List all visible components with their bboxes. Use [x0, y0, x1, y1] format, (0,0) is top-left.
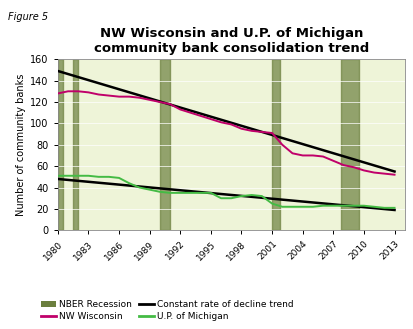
Text: Figure 5: Figure 5: [8, 12, 48, 21]
Bar: [272, 59, 280, 230]
Bar: [73, 59, 78, 230]
Bar: [160, 59, 170, 230]
Bar: [341, 59, 359, 230]
Title: NW Wisconsin and U.P. of Michigan
community bank consolidation trend: NW Wisconsin and U.P. of Michigan commun…: [94, 27, 369, 55]
Legend: NBER Recession, NW Wisconsin, Constant rate of decline trend, U.P. of Michigan: NBER Recession, NW Wisconsin, Constant r…: [38, 296, 298, 324]
Y-axis label: Number of community banks: Number of community banks: [16, 74, 26, 216]
Bar: [58, 59, 63, 230]
